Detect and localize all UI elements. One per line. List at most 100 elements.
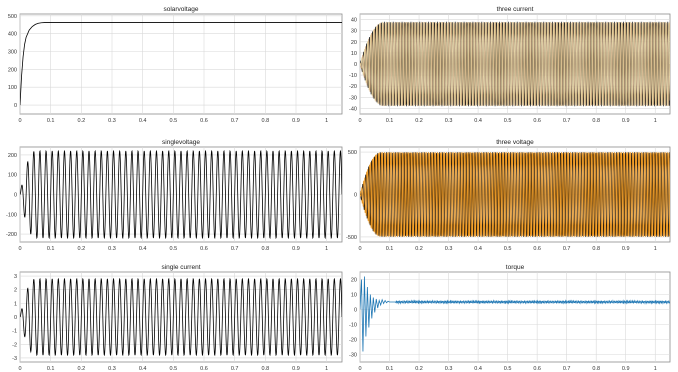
y-tick-label: -500 <box>346 235 357 241</box>
y-tick-label: -10 <box>349 323 357 329</box>
x-tick-label: 1 <box>325 366 328 372</box>
x-tick-label: 0.1 <box>386 118 394 124</box>
x-tick-label: 0 <box>358 246 361 252</box>
x-tick-label: 0.8 <box>592 366 600 372</box>
plot-area <box>19 13 343 115</box>
subplot-3: singlevoltage 0 0.1 0.2 0.3 0.4 0.5 0.6 0.7 0.8 0.… <box>6 139 343 252</box>
x-tick-label: 0.5 <box>504 118 512 124</box>
series-group <box>20 22 342 106</box>
y-tick-label: 100 <box>8 173 17 179</box>
series-line-3 <box>360 152 670 237</box>
x-tick-label: 0 <box>358 118 361 124</box>
x-tick-label: 1 <box>654 246 657 252</box>
y-tick-label: 20 <box>351 40 357 46</box>
x-tick-label: 0.5 <box>504 366 512 372</box>
y-tick-label: 500 <box>348 150 357 156</box>
subplot-1: solarvoltage 0 0.1 0.2 0.3 0.4 0.5 0.6 0.7 0.8 0.9… <box>8 6 343 124</box>
y-tick-label: 3 <box>14 274 17 280</box>
y-tick-label: 0 <box>14 103 17 109</box>
x-tick-label: 0.6 <box>533 118 541 124</box>
x-tick-label: 0.8 <box>592 246 600 252</box>
series-line-1 <box>20 149 342 240</box>
x-tick-label: 0.1 <box>47 246 55 252</box>
series-line-2 <box>360 152 670 237</box>
x-tick-label: 0.4 <box>139 366 147 372</box>
x-tick-label: 0.4 <box>139 118 147 124</box>
x-tick-label: 0.8 <box>262 366 270 372</box>
series-line-1 <box>20 22 342 106</box>
y-tick-label: 0 <box>354 308 357 314</box>
x-tick-label: 0.1 <box>47 366 55 372</box>
y-tick-label: 0 <box>354 62 357 68</box>
y-tick-label: -2 <box>12 342 17 348</box>
subplot-5: single current 0 0.1 0.2 0.3 0.4 0.5 0.6 0.7 0.8 0… <box>12 264 343 372</box>
x-tick-label: 0.3 <box>445 366 453 372</box>
x-tick-label: 0.3 <box>108 118 116 124</box>
y-tick-label: -200 <box>6 232 17 238</box>
series-line-1 <box>360 21 670 107</box>
x-tick-label: 0.7 <box>231 366 239 372</box>
y-tick-label: 20 <box>351 278 357 284</box>
subplot-4: three voltage 0 0.1 0.2 0.3 0.4 0.5 0.6 0.7 0.8 0.… <box>346 139 671 252</box>
x-tick-label: 0.7 <box>563 118 571 124</box>
x-tick-label: 0.3 <box>445 118 453 124</box>
x-tick-label: 0.6 <box>533 246 541 252</box>
y-tick-label: -20 <box>349 338 357 344</box>
x-tick-label: 0 <box>18 246 21 252</box>
y-tick-label: 1 <box>14 301 17 307</box>
y-tick-label: 0 <box>14 315 17 321</box>
x-tick-label: 0.6 <box>533 366 541 372</box>
x-tick-label: 0.3 <box>108 366 116 372</box>
y-tick-label: 500 <box>8 14 17 20</box>
y-tick-label: 200 <box>8 153 17 159</box>
series-group <box>360 276 670 352</box>
y-tick-label: -40 <box>349 106 357 112</box>
series-line-1 <box>360 276 670 352</box>
y-tick-label: -30 <box>349 95 357 101</box>
x-tick-label: 0.7 <box>563 366 571 372</box>
x-tick-label: 0.9 <box>292 246 300 252</box>
x-tick-label: 0.9 <box>622 246 630 252</box>
y-tick-label: 200 <box>8 67 17 73</box>
x-tick-label: 0.9 <box>622 366 630 372</box>
x-tick-label: 0.5 <box>170 366 178 372</box>
x-tick-label: 1 <box>654 366 657 372</box>
x-tick-label: 0.5 <box>170 246 178 252</box>
x-tick-label: 0 <box>358 366 361 372</box>
x-tick-label: 0.1 <box>386 366 394 372</box>
x-tick-label: 0.3 <box>108 246 116 252</box>
x-tick-label: 0.3 <box>445 246 453 252</box>
y-tick-label: 30 <box>351 29 357 35</box>
y-tick-label: -100 <box>6 212 17 218</box>
y-tick-label: 10 <box>351 293 357 299</box>
chart-title: solarvoltage <box>163 6 198 13</box>
series-line-3 <box>360 21 670 107</box>
x-tick-label: 0.8 <box>262 118 270 124</box>
y-tick-label: -30 <box>349 353 357 359</box>
x-tick-label: 0.9 <box>622 118 630 124</box>
y-tick-label: 10 <box>351 51 357 57</box>
x-tick-label: 0.2 <box>415 366 423 372</box>
x-tick-label: 0.8 <box>592 118 600 124</box>
x-tick-label: 0.2 <box>78 366 86 372</box>
series-group <box>360 21 670 107</box>
x-tick-label: 0.6 <box>200 118 208 124</box>
x-tick-label: 0.4 <box>139 246 147 252</box>
x-tick-label: 0.2 <box>415 118 423 124</box>
x-tick-label: 0.8 <box>262 246 270 252</box>
x-tick-label: 0.2 <box>415 246 423 252</box>
x-tick-label: 1 <box>654 118 657 124</box>
x-tick-label: 0.7 <box>231 118 239 124</box>
y-tick-label: 40 <box>351 18 357 24</box>
x-tick-label: 0.1 <box>47 118 55 124</box>
x-tick-label: 0.5 <box>504 246 512 252</box>
x-tick-label: 0.6 <box>200 246 208 252</box>
x-tick-label: 1 <box>325 246 328 252</box>
x-tick-label: 0.7 <box>231 246 239 252</box>
y-tick-label: -20 <box>349 84 357 90</box>
x-tick-label: 0.9 <box>292 118 300 124</box>
series-line-1 <box>360 152 670 237</box>
y-tick-label: -1 <box>12 329 17 335</box>
y-tick-label: 400 <box>8 32 17 38</box>
